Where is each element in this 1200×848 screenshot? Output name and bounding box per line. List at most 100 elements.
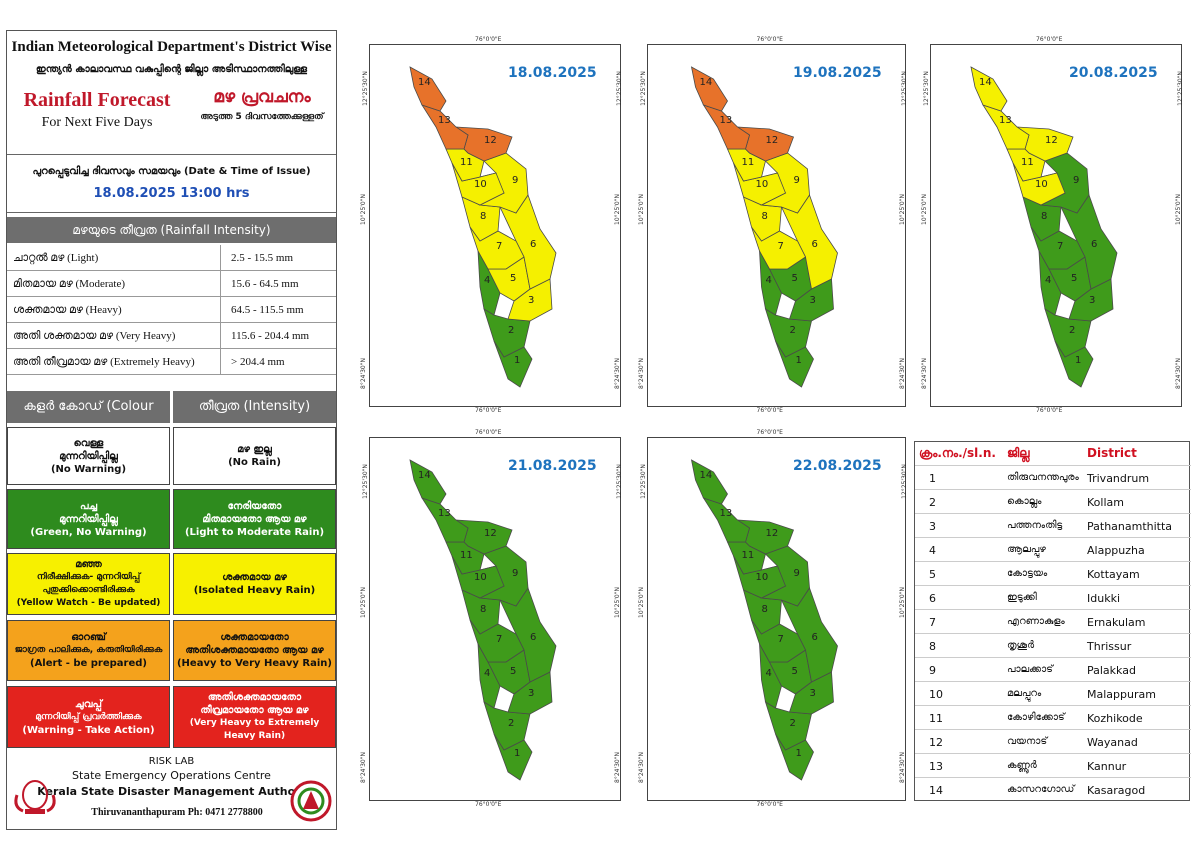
coord-left: 10°25'0"N [920, 193, 928, 225]
col-header-en: District [1087, 446, 1137, 460]
district-2 [483, 701, 531, 751]
code-text: മുന്നറിയിപ്പ് പ്രവർത്തിക്കുക [35, 711, 142, 722]
district-13 [421, 497, 469, 543]
intensity-text: (Very Heavy to Extremely Heavy Rain) [189, 718, 320, 741]
coord-bottom: 76°0'0"E [475, 801, 502, 808]
district-label: 14 [700, 77, 713, 88]
intensity-text: (Light to Moderate Rain) [184, 526, 325, 538]
footer: RISK LAB State Emergency Operations Cent… [7, 753, 336, 829]
district-label: 6 [812, 239, 818, 250]
forecast-date: 21.08.2025 [508, 458, 597, 474]
district-14 [690, 66, 728, 112]
district-name-en: Idukki [1087, 592, 1120, 605]
district-name-ml: തൃശൂർ [1007, 640, 1035, 651]
district-label: 10 [474, 572, 487, 583]
district-label: 9 [512, 175, 518, 186]
district-label: 5 [510, 273, 516, 284]
coord-bottom: 76°0'0"E [756, 407, 783, 414]
district-number: 14 [929, 784, 943, 797]
coord-left: 10°25'0"N [359, 587, 367, 618]
district-label: 13 [438, 508, 451, 519]
coord-right: 12°25'30"N [615, 71, 623, 106]
table-row: 4 ആലപ്പുഴ Alappuzha [915, 537, 1191, 562]
district-13 [421, 104, 469, 150]
district-name-en: Pathanamthitta [1087, 520, 1173, 533]
district-name-en: Palakkad [1087, 664, 1136, 677]
coord-right: 10°25'0"N [1174, 193, 1182, 225]
code-text: ജാഗ്രത പാലിക്കുക, കരുതിയിരിക്കുക [14, 645, 163, 655]
district-2 [764, 308, 812, 358]
intensity-row: മിതമായ മഴ (Moderate) 15.6 - 64.5 mm [7, 271, 336, 297]
table-row: 13 കണ്ണൂർ Kannur [915, 753, 1191, 778]
forecast-date: 22.08.2025 [793, 458, 882, 474]
coord-bottom: 76°0'0"E [475, 407, 502, 414]
intensity-text: അതിശക്തമായതോ [207, 692, 302, 703]
district-label: 11 [460, 157, 473, 168]
district-label: 9 [1073, 175, 1079, 186]
district-label: 11 [742, 550, 755, 561]
district-name-ml: തിരുവനന്തപുരം [1007, 472, 1079, 483]
forecast-date: 19.08.2025 [793, 65, 882, 81]
district-14 [690, 459, 728, 505]
coord-left: 12°25'30"N [922, 71, 930, 106]
code-orange: ഓറഞ്ച് ജാഗ്രത പാലിക്കുക, കരുതിയിരിക്കുക … [7, 620, 170, 681]
district-14 [409, 66, 447, 112]
district-number: 6 [929, 592, 936, 605]
district-label: 1 [514, 355, 520, 366]
coord-top: 76°0'0"E [475, 429, 502, 436]
coord-left: 12°25'30"N [639, 71, 647, 106]
district-label: 5 [1071, 273, 1077, 284]
intensity-range: 15.6 - 64.5 mm [220, 271, 347, 297]
district-number: 13 [929, 760, 943, 773]
district-13 [702, 497, 750, 543]
table-row: 3 പത്തനംതിട്ട Pathanamthitta [915, 513, 1191, 538]
forecast-map-day-4: 1 2 3 4 5 6 7 8 9 10 11 12 13 14 21.08.2025 76°0'0"E 76°… [360, 429, 623, 808]
forecast-map-day-1: 1 2 3 4 5 6 7 8 9 10 11 12 13 14 18.08.2025 76°0'0"E 76°… [360, 36, 623, 414]
intensity-label: മിതമായ മഴ (Moderate) [13, 278, 125, 290]
district-label: 12 [484, 135, 497, 146]
district-name-en: Wayanad [1087, 736, 1138, 749]
issue-label: പുറപ്പെടുവിച്ച ദിവസവും സമയവും (Date & Ti… [32, 166, 311, 177]
table-row: 10 മലപ്പുറം Malappuram [915, 681, 1191, 706]
district-label: 2 [790, 325, 796, 336]
district-label: 14 [418, 470, 431, 481]
district-number: 10 [929, 688, 943, 701]
district-label: 3 [810, 688, 816, 699]
district-name-en: Ernakulam [1087, 616, 1146, 629]
district-label: 7 [496, 241, 502, 252]
district-name-ml: എറണാകുളം [1007, 616, 1065, 627]
code-text: നിരീക്ഷിക്കുക- മുന്നറിയിപ്പ് [36, 572, 141, 582]
district-label: 8 [1041, 211, 1047, 222]
intensity-row: അതി തീവ്രമായ മഴ (Extremely Heavy) > 204.4… [7, 349, 336, 375]
district-name-ml: കാസറഗോഡ് [1007, 784, 1075, 795]
ksdma: Kerala State Disaster Management Authori… [37, 785, 317, 798]
coord-right: 8°24'30"N [898, 752, 906, 783]
coord-top: 76°0'0"E [1036, 36, 1063, 43]
district-label: 2 [1069, 325, 1075, 336]
col-header-no: ക്രം.നം./sl.n. [919, 446, 996, 460]
intensity-text: അതിശക്തമായതോ ആയ മഴ [185, 645, 324, 656]
district-name-ml: കണ്ണൂർ [1007, 760, 1037, 771]
risk-lab: RISK LAB [148, 756, 195, 767]
district-2 [483, 308, 531, 358]
intensity-text: (No Rain) [228, 457, 281, 468]
coord-right: 8°24'30"N [1174, 358, 1182, 389]
code-text: (Alert - be prepared) [30, 658, 147, 669]
code-name: മഞ്ഞ [75, 559, 102, 570]
district-2 [764, 701, 812, 751]
coord-top: 76°0'0"E [756, 429, 783, 436]
district-6 [780, 194, 838, 290]
coord-bottom: 76°0'0"E [756, 801, 783, 808]
table-row: 8 തൃശൂർ Thrissur [915, 633, 1191, 658]
table-row: 12 വയനാട് Wayanad [915, 729, 1191, 754]
intensity-range: 64.5 - 115.5 mm [220, 297, 347, 323]
rainfall-forecast-ml: മഴ പ്രവചനം [213, 87, 311, 107]
seoc: State Emergency Operations Centre [72, 769, 271, 782]
district-label: 8 [762, 211, 768, 222]
intensity-orange: ശക്തമായതോ അതിശക്തമായതോ ആയ മഴ (Heavy to V… [173, 620, 336, 681]
district-label: 14 [979, 77, 992, 88]
table-row: 7 എറണാകുളം Ernakulam [915, 609, 1191, 634]
district-name-ml: പത്തനംതിട്ട [1007, 520, 1063, 531]
code-white: വെള്ള മുന്നറിയിപ്പില്ല (No Warning) [7, 427, 170, 485]
district-14 [970, 66, 1008, 112]
